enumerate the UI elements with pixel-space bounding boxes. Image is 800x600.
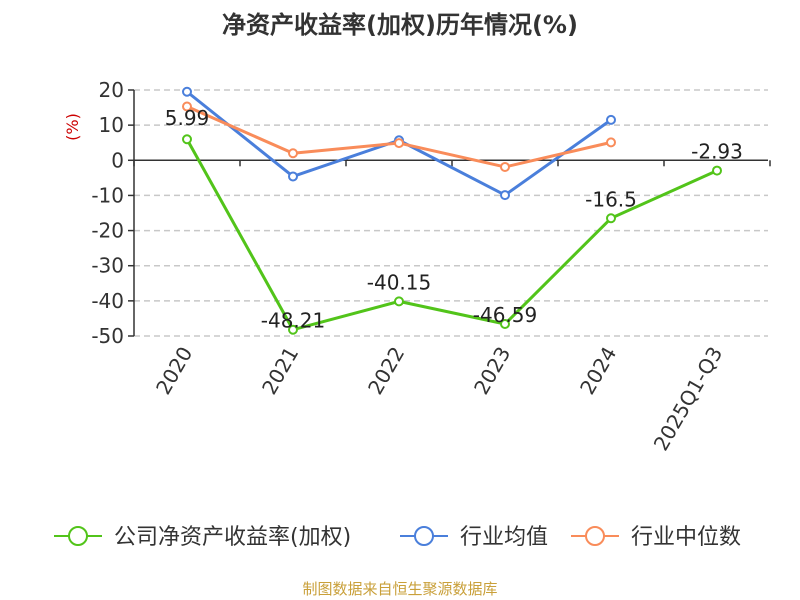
data-point: [606, 114, 616, 125]
x-axis: 2020 2021 2022 2023 2024 2025Q1-Q3: [133, 159, 771, 455]
x-tick-label: 2020: [151, 343, 197, 399]
y-tick-label: -50: [91, 324, 124, 348]
x-tick-label: 2022: [363, 343, 409, 399]
x-tick-label: 2024: [575, 343, 621, 399]
legend-label: 公司净资产收益率(加权): [114, 525, 351, 550]
y-axis-ticks: 20 10 0 -10 -20 -30 -40 -50: [91, 78, 135, 348]
y-tick-label: 10: [99, 113, 124, 137]
data-label: 5.99: [165, 106, 210, 130]
data-point: [500, 161, 510, 172]
source-note: 制图数据来自恒生聚源数据库: [302, 580, 497, 598]
legend-label: 行业均值: [460, 525, 548, 550]
y-tick-label: -30: [91, 254, 124, 278]
x-tick-label: 2021: [257, 343, 303, 399]
data-point: [712, 165, 722, 176]
series-line: [185, 138, 718, 332]
data-point: [500, 190, 510, 201]
y-axis-label: (%): [63, 113, 82, 141]
data-label: -40.15: [367, 270, 431, 294]
series-lines: [182, 86, 722, 335]
y-tick-label: 20: [99, 78, 124, 102]
data-point: [182, 86, 192, 97]
y-tick-label: -20: [91, 219, 124, 243]
data-label: -2.93: [691, 140, 743, 164]
data-label: -48.21: [261, 309, 325, 333]
data-point: [606, 213, 616, 224]
data-label: -46.59: [473, 303, 537, 327]
chart-title: 净资产收益率(加权)历年情况(%): [222, 11, 578, 39]
y-tick-label: 0: [111, 148, 124, 172]
x-tick-label: 2023: [469, 343, 515, 399]
data-point: [394, 138, 404, 149]
y-tick-label: -10: [91, 183, 124, 207]
x-tick-label: 2025Q1-Q3: [649, 343, 728, 455]
data-point: [606, 137, 616, 148]
data-point: [182, 134, 192, 145]
data-point: [288, 171, 298, 182]
legend: 公司净资产收益率(加权) 行业均值 行业中位数: [54, 525, 741, 550]
data-point: [288, 324, 298, 335]
data-point: [500, 319, 510, 330]
data-point: [182, 101, 192, 112]
legend-swatch-marker: [585, 526, 605, 546]
data-point: [394, 296, 404, 307]
y-tick-label: -40: [91, 289, 124, 313]
grid-lines: [134, 89, 768, 337]
legend-swatch-marker: [414, 526, 434, 546]
data-label: -16.5: [585, 187, 637, 211]
legend-label: 行业中位数: [631, 525, 741, 550]
legend-swatch-marker: [68, 526, 88, 546]
data-labels: 5.99 -48.21 -40.15 -46.59 -16.5 -2.93: [165, 106, 743, 332]
data-point: [288, 148, 298, 159]
